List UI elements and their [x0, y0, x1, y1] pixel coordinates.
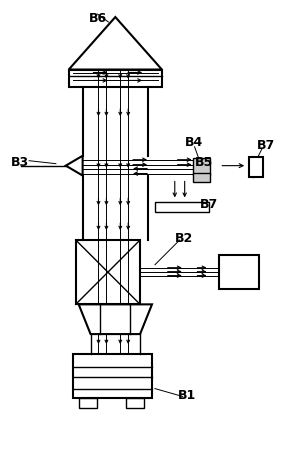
Bar [249, 157, 263, 177]
Bar [193, 158, 210, 175]
Text: B3: B3 [11, 156, 29, 169]
Text: B5: B5 [194, 156, 213, 169]
Text: B1: B1 [178, 389, 196, 402]
Bar [79, 398, 97, 408]
Text: B4: B4 [185, 136, 203, 149]
Bar [76, 240, 140, 304]
Bar [73, 354, 152, 398]
Text: B6: B6 [88, 12, 107, 25]
Text: B7: B7 [200, 198, 218, 211]
Text: B2: B2 [175, 232, 193, 245]
Bar [193, 172, 210, 182]
Text: B7: B7 [257, 139, 275, 152]
Bar [69, 70, 162, 88]
Bar [126, 398, 144, 408]
Bar [219, 255, 259, 290]
Bar [155, 203, 209, 212]
